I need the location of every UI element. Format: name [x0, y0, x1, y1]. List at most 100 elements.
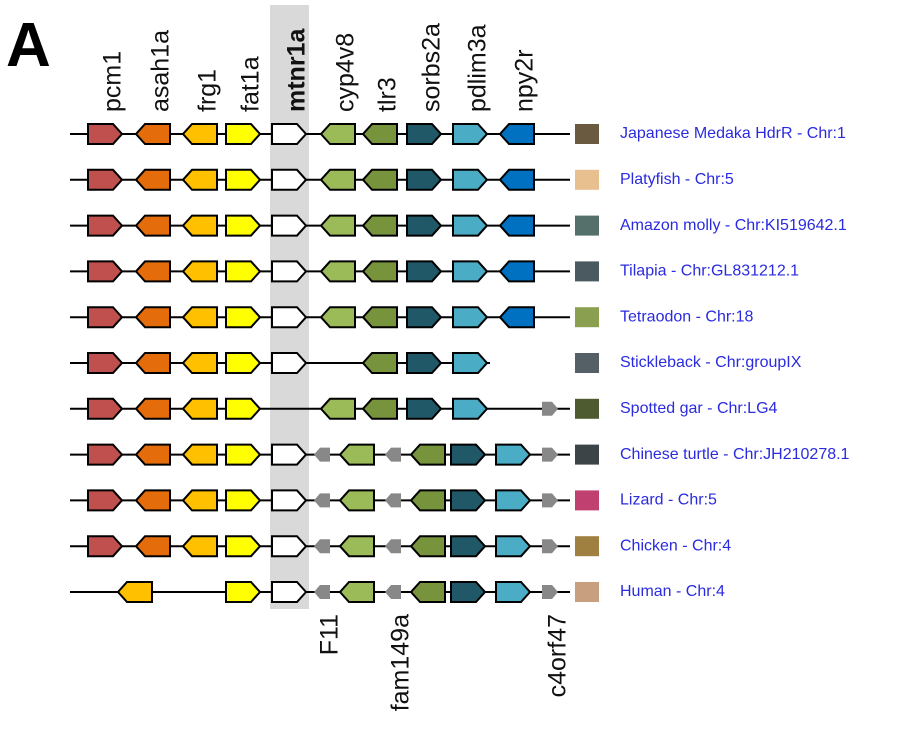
gene-arrow	[314, 493, 330, 507]
gene-arrow	[340, 445, 374, 465]
gene-arrow	[88, 353, 122, 373]
species-icon	[575, 353, 599, 373]
gene-arrow	[136, 124, 170, 144]
gene-arrow	[136, 261, 170, 281]
gene-arrow	[226, 353, 260, 373]
species-label: Tetraodon - Chr:18	[620, 308, 754, 325]
gene-arrow	[136, 399, 170, 419]
gene-arrow	[451, 490, 485, 510]
gene-arrow	[407, 399, 441, 419]
panel-label: A	[6, 11, 51, 80]
species-icon	[575, 445, 599, 465]
gene-arrow	[340, 490, 374, 510]
gene-arrow	[321, 170, 355, 190]
gene-label: pdlim3a	[464, 24, 492, 112]
gene-arrow	[226, 536, 260, 556]
gene-arrow	[88, 445, 122, 465]
gene-arrow	[542, 402, 558, 416]
gene-arrow	[321, 399, 355, 419]
species-label: Amazon molly - Chr:KI519642.1	[620, 217, 847, 234]
species-label: Human - Chr:4	[620, 583, 725, 600]
gene-label: fam149a	[387, 614, 415, 711]
gene-arrow	[407, 170, 441, 190]
gene-arrow	[88, 307, 122, 327]
gene-arrow	[411, 445, 445, 465]
gene-arrow	[88, 170, 122, 190]
species-icon	[575, 124, 599, 144]
species-label: Lizard - Chr:5	[620, 492, 717, 509]
gene-arrow	[183, 445, 217, 465]
gene-arrow	[363, 216, 397, 236]
gene-arrow	[321, 124, 355, 144]
species-icon	[575, 170, 599, 190]
gene-arrow	[226, 124, 260, 144]
gene-arrow	[88, 399, 122, 419]
gene-arrow	[226, 216, 260, 236]
gene-arrow	[226, 170, 260, 190]
gene-arrow	[136, 445, 170, 465]
gene-arrow	[542, 493, 558, 507]
gene-arrow	[363, 124, 397, 144]
gene-arrow	[451, 445, 485, 465]
gene-arrow	[183, 399, 217, 419]
species-icon	[575, 216, 599, 236]
gene-arrow	[226, 490, 260, 510]
gene-arrow	[451, 582, 485, 602]
gene-arrow	[136, 170, 170, 190]
species-label: Chinese turtle - Chr:JH210278.1	[620, 446, 850, 463]
species-label: Chicken - Chr:4	[620, 537, 731, 554]
gene-arrow	[496, 445, 530, 465]
gene-arrow	[496, 536, 530, 556]
gene-arrow	[88, 124, 122, 144]
species-icon	[575, 582, 599, 602]
species-icon	[575, 261, 599, 281]
gene-arrow	[226, 399, 260, 419]
gene-arrow	[272, 353, 306, 373]
gene-arrow	[453, 399, 487, 419]
gene-arrow	[453, 307, 487, 327]
gene-arrow	[411, 582, 445, 602]
gene-arrow	[183, 536, 217, 556]
gene-arrow	[88, 490, 122, 510]
gene-arrow	[453, 353, 487, 373]
gene-arrow	[272, 307, 306, 327]
gene-arrow	[363, 261, 397, 281]
gene-label: F11	[316, 614, 344, 655]
gene-arrow	[136, 307, 170, 327]
gene-arrow	[226, 261, 260, 281]
gene-arrow	[314, 448, 330, 462]
gene-arrow	[183, 216, 217, 236]
gene-arrow	[321, 216, 355, 236]
gene-arrow	[226, 307, 260, 327]
gene-arrow	[500, 170, 534, 190]
gene-label: pcm1	[99, 51, 127, 112]
gene-arrow	[500, 216, 534, 236]
gene-arrow	[183, 124, 217, 144]
gene-arrow	[500, 261, 534, 281]
species-icon	[575, 399, 599, 419]
gene-arrow	[272, 582, 306, 602]
gene-arrow	[314, 585, 330, 599]
gene-arrow	[500, 307, 534, 327]
gene-arrow	[272, 170, 306, 190]
gene-arrow	[451, 536, 485, 556]
gene-arrow	[496, 582, 530, 602]
gene-arrow	[183, 307, 217, 327]
gene-arrow	[385, 585, 401, 599]
species-label: Tilapia - Chr:GL831212.1	[620, 263, 799, 280]
gene-arrow	[226, 582, 260, 602]
gene-arrow	[500, 124, 534, 144]
gene-arrow	[272, 261, 306, 281]
gene-arrow	[136, 536, 170, 556]
gene-label: sorbs2a	[418, 23, 446, 112]
gene-arrow	[183, 490, 217, 510]
gene-label: cyp4v8	[332, 33, 360, 112]
gene-arrow	[407, 124, 441, 144]
gene-arrow	[407, 353, 441, 373]
synteny-figure: A pcm1asah1afrg1fat1amtnr1acyp4v8tlr3sor…	[0, 0, 910, 731]
gene-arrow	[363, 170, 397, 190]
gene-label: mtnr1a	[283, 28, 311, 112]
gene-arrow	[407, 307, 441, 327]
gene-arrow	[385, 493, 401, 507]
gene-arrow	[183, 261, 217, 281]
